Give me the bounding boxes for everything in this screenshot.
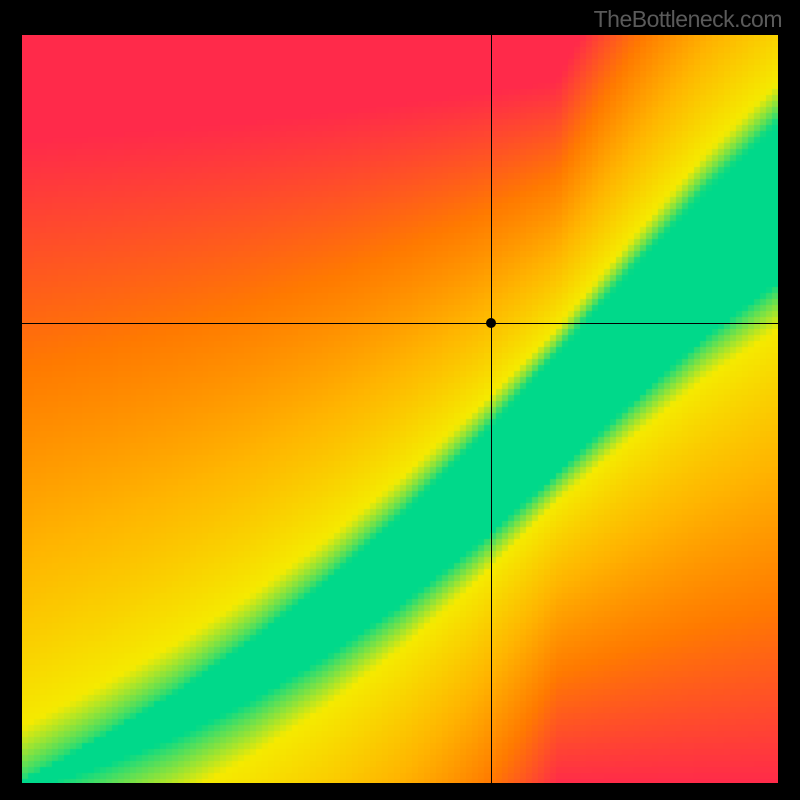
crosshair-marker — [486, 318, 496, 328]
chart-container: TheBottleneck.com — [0, 0, 800, 800]
heatmap-canvas — [22, 35, 778, 783]
crosshair-horizontal — [22, 323, 778, 324]
watermark-text: TheBottleneck.com — [594, 6, 782, 33]
plot-area — [22, 35, 778, 783]
crosshair-vertical — [491, 35, 492, 783]
